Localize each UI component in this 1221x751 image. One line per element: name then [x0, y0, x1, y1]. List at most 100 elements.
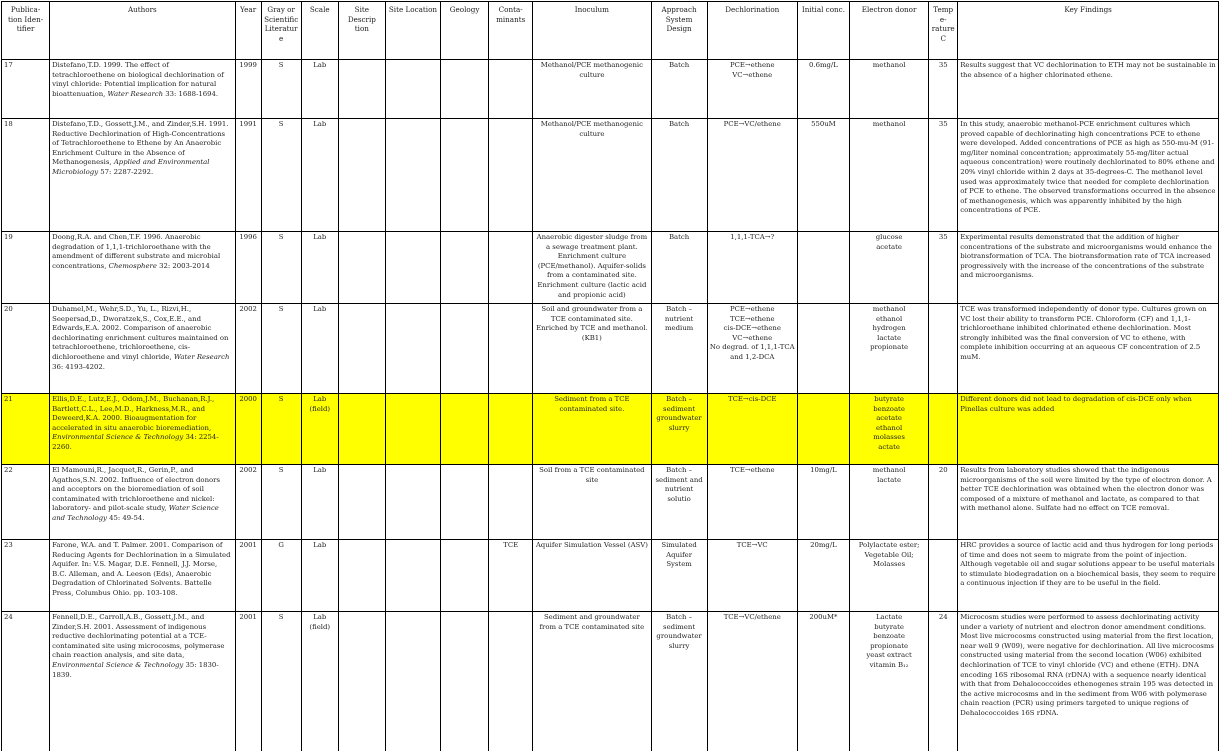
header-cell-publication-id: Publica-tion Iden-tifier	[0, 1, 51, 60]
site-description-cell	[337, 464, 386, 540]
citation-text: Distefano,T.D. 1999. The effect of tetra…	[52, 61, 224, 98]
temperature-cell	[928, 539, 959, 612]
dechlorination-pathway: TCE→ethene	[729, 314, 775, 323]
gray-or-scientific-cell: S	[260, 611, 302, 751]
publication-id-cell: 24	[0, 611, 51, 751]
journal-name: Water Science and Technology	[52, 504, 219, 522]
scale-cell: Lab	[300, 231, 339, 304]
initial-conc-cell: 0.6mg/L	[796, 59, 850, 119]
inoculum-cell: Sediment and groundwater from a TCE cont…	[532, 611, 652, 751]
year-cell: 2002	[234, 303, 262, 394]
site-location-cell	[384, 464, 442, 540]
site-location-cell	[384, 303, 442, 394]
year-cell: 1996	[234, 231, 262, 304]
authors-cell: Distefano,T.D., Gossett,J.M., and Zinder…	[49, 118, 236, 232]
citation-volume-pages: 36: 4193-4202.	[52, 362, 105, 371]
electron-donor-item: acetate	[876, 242, 902, 251]
temperature-cell: 35	[928, 231, 959, 304]
dechlorination-cell: TCE→VC/ethene	[706, 611, 798, 751]
geology-cell	[440, 464, 490, 540]
inoculum-cell: Methanol/PCE methanogenic culture	[532, 59, 652, 119]
citation-text: El Mamouni,R., Jacquet,R., Gerin,P., and…	[52, 466, 220, 513]
authors-cell: Doong,R.A. and Chen,T.F. 1996. Anaerobic…	[49, 231, 236, 304]
contaminants-cell	[488, 59, 534, 119]
dechlorination-pathway: TCE→VC/ethene	[723, 613, 781, 621]
geology-cell	[440, 59, 490, 119]
approach-cell: Batch	[650, 59, 708, 119]
temperature-cell: 35	[928, 118, 959, 232]
table-row: 18 Distefano,T.D., Gossett,J.M., and Zind…	[0, 118, 1219, 232]
electron-donor-item: ethanol	[875, 314, 903, 323]
publication-id-cell: 20	[0, 303, 51, 394]
electron-donor-item: methanol	[872, 61, 906, 69]
key-findings-cell: HRC provides a source of lactic acid and…	[957, 539, 1219, 612]
contaminants-cell	[488, 393, 534, 465]
scale-cell: Lab	[300, 464, 339, 540]
header-cell-year: Year	[234, 1, 262, 60]
dechlorination-cell: PCE→ethene VC→ethene	[706, 59, 798, 119]
gray-or-scientific-cell: G	[260, 539, 302, 612]
electron-donor-item: Molasses	[872, 560, 906, 569]
header-cell-key-findings: Key Findings	[957, 1, 1219, 60]
site-description-cell	[337, 393, 386, 465]
approach-cell: Batch – sediment and nutrient solutio	[650, 464, 708, 540]
electron-donor-item: ethanol	[875, 423, 903, 432]
table-body: 17 Distefano,T.D. 1999. The effect of tet…	[0, 59, 1219, 751]
electron-donor-cell: butyrate benzoate acetate ethanol molasses ac…	[848, 393, 930, 465]
initial-conc-cell: 20mg/L	[796, 539, 850, 612]
publication-id-cell: 21	[0, 393, 51, 465]
dechlorination-pathway: 1,1,1-TCA→?	[730, 233, 775, 241]
initial-conc-cell: 10mg/L	[796, 464, 850, 540]
geology-cell	[440, 611, 490, 751]
site-location-cell	[384, 59, 442, 119]
header-cell-site-location: Site Location	[384, 1, 442, 60]
temperature-cell: 35	[928, 59, 959, 119]
dechlorination-pathway: TCE→cis-DCE	[728, 395, 777, 403]
citation-text: Ellis,D.E., Lutz,E.J., Odom,J.M., Buchan…	[52, 395, 215, 432]
table-row: 20 Duhamel,M., Wehr,S.D., Yu, L., Rizvi,H…	[0, 303, 1219, 394]
electron-donor-item: actate	[878, 442, 900, 451]
key-findings-cell: In this study, anaerobic methanol-PCE en…	[957, 118, 1219, 232]
header-cell-geology: Geology	[440, 1, 490, 60]
temperature-cell	[928, 303, 959, 394]
electron-donor-cell: Lactate butyrate benzoate propionate yeast e…	[848, 611, 930, 751]
header-cell-electron-donor: Electron donor	[848, 1, 930, 60]
dechlorination-cell: PCE→VC/ethene	[706, 118, 798, 232]
dechlorination-pathway: PCE→VC/ethene	[723, 120, 781, 128]
scale-cell: Lab	[300, 59, 339, 119]
publication-id-cell: 18	[0, 118, 51, 232]
temperature-cell	[928, 393, 959, 465]
site-description-cell	[337, 539, 386, 612]
dechlorination-pathway: PCE→ethene	[729, 305, 775, 313]
gray-or-scientific-cell: S	[260, 118, 302, 232]
electron-donor-item: benzoate	[873, 404, 905, 413]
scale-cell: Lab (field)	[300, 611, 339, 751]
initial-conc-cell	[796, 303, 850, 394]
scale-cell: Lab	[300, 303, 339, 394]
inoculum-cell: Soil from a TCE contaminated site	[532, 464, 652, 540]
dechlorination-pathway: PCE→ethene	[729, 61, 775, 69]
temperature-cell: 24	[928, 611, 959, 751]
site-description-cell	[337, 231, 386, 304]
header-cell-temperature: Tempe-rature C	[928, 1, 959, 60]
site-location-cell	[384, 118, 442, 232]
electron-donor-item: molasses	[873, 433, 905, 442]
inoculum-cell: Sediment from a TCE contaminated site.	[532, 393, 652, 465]
electron-donor-item: butyrate	[874, 622, 904, 631]
electron-donor-item: hydrogen	[872, 324, 906, 333]
citation-text: Fennell,D.E., Carroll,A.B., Gossett,J.M.…	[52, 613, 225, 660]
electron-donor-item: glucose	[875, 233, 903, 241]
header-cell-dechlorination: Dechlorination	[706, 1, 798, 60]
electron-donor-cell: glucose acetate	[848, 231, 930, 304]
year-cell: 2002	[234, 464, 262, 540]
header-cell-contaminants: Conta-minants	[488, 1, 534, 60]
key-findings-cell: Microcosm studies were performed to asse…	[957, 611, 1219, 751]
dechlorination-cell: PCE→ethene TCE→ethene cis-DCE→ethene VC→eth…	[706, 303, 798, 394]
dechlorination-cell: TCE→VC	[706, 539, 798, 612]
electron-donor-item: lactate	[877, 333, 902, 342]
dechlorination-pathway: cis-DCE→ethene	[723, 324, 781, 333]
publication-id-cell: 22	[0, 464, 51, 540]
header-cell-initial-conc: Initial conc.	[796, 1, 850, 60]
